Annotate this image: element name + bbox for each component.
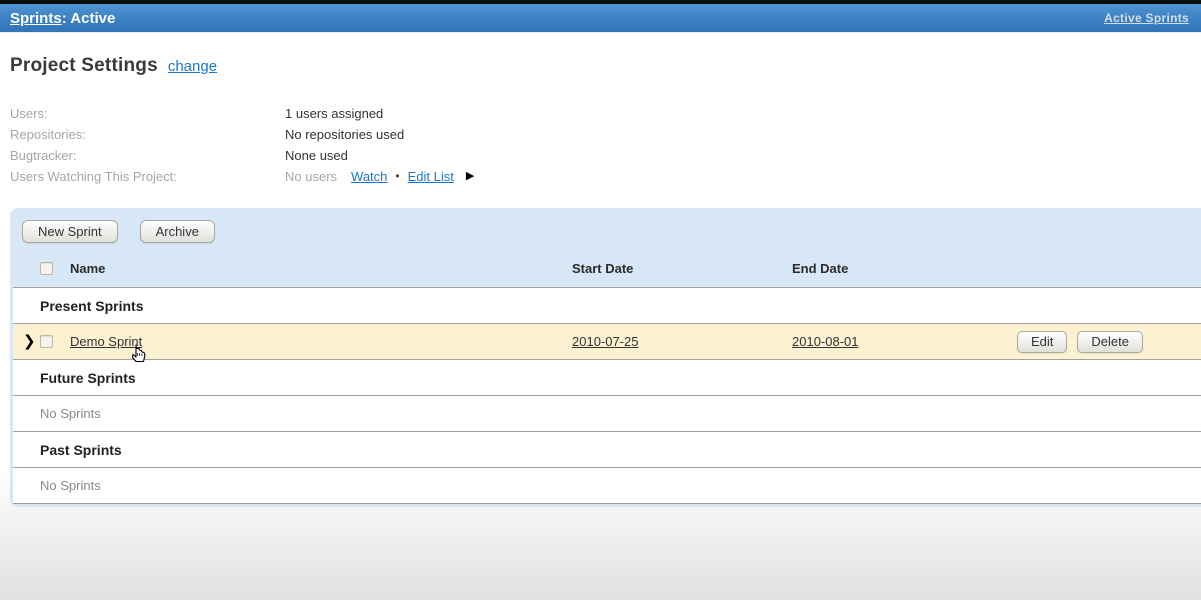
window-top-strip (0, 0, 1201, 4)
archive-button[interactable]: Archive (139, 220, 215, 243)
sprint-row-actions: Edit Delete (1012, 330, 1201, 353)
watchers-value: No users (285, 169, 338, 184)
setting-row-repositories: Repositories: No repositories used (10, 124, 1201, 145)
expand-chevron-icon[interactable]: ❯ (23, 333, 36, 350)
sprint-row-demo[interactable]: ❯ Demo Sprint 2010-07-25 2010-08-01 Edit… (13, 323, 1201, 359)
sprints-table: Present Sprints ❯ Demo Sprint 2010-07-25… (13, 287, 1201, 504)
setting-value: 1 users assigned (285, 106, 384, 121)
page-heading: Project Settings change (10, 55, 1201, 77)
sprint-end-date-link[interactable]: 2010-08-01 (792, 334, 859, 349)
setting-value: No repositories used (285, 127, 405, 142)
setting-label: Repositories: (10, 127, 86, 142)
setting-label: Bugtracker: (10, 148, 77, 163)
column-header-start-date: Start Date (572, 260, 634, 276)
no-sprints-label: No Sprints (40, 478, 101, 493)
sprints-panel: New Sprint Archive Name Start Date End D… (10, 208, 1201, 507)
delete-sprint-button[interactable]: Delete (1077, 330, 1143, 353)
change-settings-link[interactable]: change (167, 58, 218, 75)
breadcrumb-sprints-link[interactable]: Sprints (10, 9, 62, 27)
empty-row-future: No Sprints (13, 395, 1201, 431)
project-settings-list: Users: 1 users assigned Repositories: No… (10, 103, 1201, 187)
edit-sprint-button[interactable]: Edit (1017, 330, 1068, 353)
empty-row-past: No Sprints (13, 467, 1201, 503)
page-title: Project Settings (10, 55, 158, 76)
active-sprints-link[interactable]: Active Sprints (1104, 11, 1189, 25)
setting-label: Users Watching This Project: (10, 169, 177, 184)
breadcrumb-active-label: : Active (61, 9, 116, 27)
breadcrumb-bar: Sprints: Active Active Sprints (0, 4, 1201, 33)
section-title: Present Sprints (40, 297, 144, 314)
watch-link[interactable]: Watch (351, 169, 388, 184)
section-title: Future Sprints (40, 369, 136, 386)
table-header-row: Name Start Date End Date (13, 243, 1201, 287)
column-header-name: Name (70, 260, 106, 276)
section-title: Past Sprints (40, 441, 122, 458)
setting-value: None used (285, 148, 348, 163)
section-header-past-sprints: Past Sprints (13, 431, 1201, 467)
select-all-checkbox[interactable] (40, 261, 53, 275)
bullet-separator: • (395, 169, 400, 183)
sprint-name-link[interactable]: Demo Sprint (70, 334, 143, 349)
sprints-toolbar: New Sprint Archive (13, 220, 1201, 243)
section-header-future-sprints: Future Sprints (13, 359, 1201, 395)
sprint-start-date-link[interactable]: 2010-07-25 (572, 334, 639, 349)
setting-row-watchers: Users Watching This Project: No users Wa… (10, 166, 1201, 187)
new-sprint-button[interactable]: New Sprint (22, 220, 118, 243)
breadcrumb: Sprints: Active (10, 10, 115, 27)
column-header-end-date: End Date (792, 260, 849, 276)
watch-links: Watch • Edit List ▶ (351, 166, 474, 187)
no-sprints-label: No Sprints (40, 406, 101, 421)
sprint-row-checkbox[interactable] (40, 335, 53, 348)
section-header-present-sprints: Present Sprints (13, 287, 1201, 323)
setting-label: Users: (10, 106, 48, 121)
setting-row-bugtracker: Bugtracker: None used (10, 145, 1201, 166)
edit-list-link[interactable]: Edit List (407, 169, 454, 184)
setting-row-users: Users: 1 users assigned (10, 103, 1201, 124)
arrow-right-icon: ▶ (465, 170, 475, 182)
